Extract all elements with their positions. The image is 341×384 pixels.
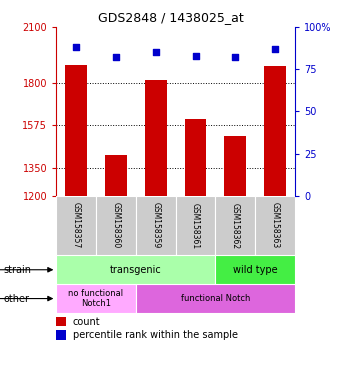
Text: no functional
Notch1: no functional Notch1 bbox=[69, 289, 123, 308]
Text: GSM158362: GSM158362 bbox=[231, 202, 240, 249]
Text: GSM158357: GSM158357 bbox=[72, 202, 81, 249]
Point bbox=[193, 53, 198, 59]
Bar bbox=[176, 196, 216, 255]
Bar bbox=[56, 196, 96, 255]
Bar bbox=[56, 284, 136, 313]
Bar bbox=[216, 196, 255, 255]
Bar bbox=[216, 255, 295, 284]
Text: GSM158359: GSM158359 bbox=[151, 202, 160, 249]
Text: GSM158363: GSM158363 bbox=[270, 202, 280, 249]
Bar bbox=[255, 196, 295, 255]
Text: strain: strain bbox=[3, 265, 31, 275]
Point bbox=[153, 49, 159, 55]
Bar bbox=[105, 156, 127, 196]
Bar bbox=[264, 66, 286, 196]
Point bbox=[272, 46, 278, 52]
Bar bbox=[145, 80, 167, 196]
Text: GSM158360: GSM158360 bbox=[112, 202, 120, 249]
Point bbox=[73, 44, 79, 50]
Bar bbox=[96, 196, 136, 255]
Text: GDS2848 / 1438025_at: GDS2848 / 1438025_at bbox=[98, 12, 243, 25]
Point bbox=[233, 54, 238, 60]
Text: count: count bbox=[73, 316, 100, 327]
Bar bbox=[65, 65, 87, 196]
Text: functional Notch: functional Notch bbox=[181, 294, 250, 303]
Text: transgenic: transgenic bbox=[110, 265, 162, 275]
Text: wild type: wild type bbox=[233, 265, 278, 275]
Bar bbox=[136, 284, 295, 313]
Bar bbox=[56, 255, 216, 284]
Text: other: other bbox=[3, 293, 29, 304]
Text: percentile rank within the sample: percentile rank within the sample bbox=[73, 330, 238, 340]
Point bbox=[113, 54, 119, 60]
Text: GSM158361: GSM158361 bbox=[191, 202, 200, 249]
Bar bbox=[184, 119, 206, 196]
Bar bbox=[224, 136, 246, 196]
Bar bbox=[136, 196, 176, 255]
